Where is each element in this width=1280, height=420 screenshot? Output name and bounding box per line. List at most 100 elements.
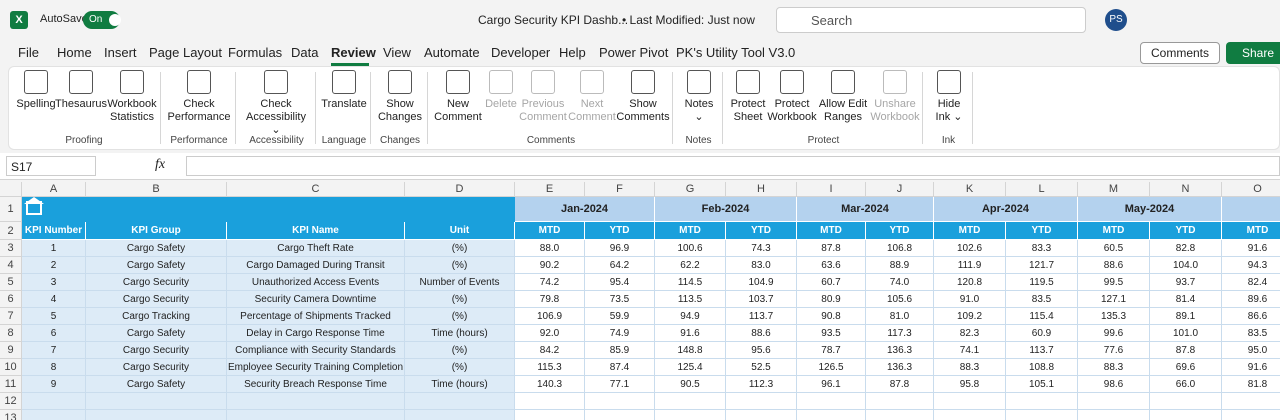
empty-cell bbox=[227, 393, 405, 410]
ribbon-tab[interactable]: Page Layout bbox=[149, 45, 223, 60]
corner-cell bbox=[0, 182, 22, 197]
month-header: Feb-2024 bbox=[655, 197, 797, 222]
ribbon-tab[interactable]: Review bbox=[331, 45, 376, 60]
data-cell: 89.6 bbox=[1222, 291, 1280, 308]
ribbon-tab[interactable]: Data bbox=[291, 45, 319, 60]
comments-button[interactable]: Comments bbox=[1140, 42, 1220, 64]
ribbon-tab[interactable]: Help bbox=[559, 45, 586, 60]
data-cell: 113.5 bbox=[655, 291, 726, 308]
data-cell: 59.9 bbox=[585, 308, 655, 325]
ribbon-tab[interactable]: Insert bbox=[104, 45, 137, 60]
data-cell: 95.6 bbox=[726, 342, 797, 359]
data-cell: 4 bbox=[22, 291, 86, 308]
home-roof bbox=[24, 197, 44, 204]
data-cell: 74.9 bbox=[585, 325, 655, 342]
button-icon bbox=[937, 70, 961, 94]
ribbon-tab[interactable]: File bbox=[18, 45, 39, 60]
empty-cell bbox=[934, 410, 1006, 420]
data-cell: Cargo Theft Rate bbox=[227, 240, 405, 257]
button-label: Protect Workbook bbox=[767, 98, 817, 123]
ribbon-button[interactable]: Hide Ink ⌄ bbox=[932, 70, 966, 124]
ribbon-button[interactable]: Translate bbox=[321, 70, 367, 111]
data-cell: 88.6 bbox=[1078, 257, 1150, 274]
data-cell: (%) bbox=[405, 240, 515, 257]
last-modified[interactable]: • Last Modified: Just now bbox=[622, 13, 755, 27]
ribbon-button[interactable]: Thesaurus bbox=[55, 70, 107, 111]
data-cell: 108.8 bbox=[1006, 359, 1078, 376]
ribbon-group-label: Ink bbox=[941, 135, 956, 146]
row-header: 2 bbox=[0, 222, 22, 240]
empty-cell bbox=[1222, 410, 1280, 420]
sub-header: YTD bbox=[726, 222, 797, 240]
ribbon-tab[interactable]: Automate bbox=[424, 45, 480, 60]
empty-cell bbox=[1006, 393, 1078, 410]
button-icon bbox=[831, 70, 855, 94]
button-icon bbox=[631, 70, 655, 94]
data-cell: 74.0 bbox=[866, 274, 934, 291]
data-cell: 104.9 bbox=[726, 274, 797, 291]
data-cell: 87.8 bbox=[866, 376, 934, 393]
data-cell: 87.8 bbox=[797, 240, 866, 257]
data-cell: Delay in Cargo Response Time bbox=[227, 325, 405, 342]
ribbon-tab[interactable]: Home bbox=[57, 45, 92, 60]
data-cell: (%) bbox=[405, 359, 515, 376]
data-cell: 9 bbox=[22, 376, 86, 393]
sub-header: YTD bbox=[1150, 222, 1222, 240]
ribbon-button[interactable]: Allow Edit Ranges bbox=[816, 70, 870, 124]
data-cell: 119.5 bbox=[1006, 274, 1078, 291]
button-icon bbox=[736, 70, 760, 94]
share-button[interactable]: Share bbox=[1226, 42, 1280, 64]
empty-cell bbox=[22, 410, 86, 420]
data-cell: Compliance with Security Standards bbox=[227, 342, 405, 359]
ribbon-tab[interactable]: Formulas bbox=[228, 45, 283, 60]
empty-cell bbox=[1078, 410, 1150, 420]
ribbon-button[interactable]: Check Performance bbox=[168, 70, 231, 124]
ribbon-button[interactable]: Check Accessibility ⌄ bbox=[242, 70, 310, 137]
data-cell: (%) bbox=[405, 342, 515, 359]
group-separator bbox=[315, 72, 316, 144]
button-label: Spelling bbox=[16, 98, 56, 110]
data-cell: 89.1 bbox=[1150, 308, 1222, 325]
ribbon-tab[interactable]: PK's Utility Tool V3.0 bbox=[676, 45, 796, 60]
formula-input[interactable] bbox=[186, 156, 1280, 176]
ribbon-button[interactable]: Show Changes bbox=[378, 70, 422, 124]
ribbon-button[interactable]: Notes ⌄ bbox=[682, 70, 716, 124]
ribbon-tab[interactable]: Developer bbox=[491, 45, 551, 60]
empty-cell bbox=[86, 410, 227, 420]
data-cell: Percentage of Shipments Tracked bbox=[227, 308, 405, 325]
data-cell: Cargo Damaged During Transit bbox=[227, 257, 405, 274]
data-cell: 88.3 bbox=[1078, 359, 1150, 376]
month-header: Ju bbox=[1222, 197, 1280, 222]
row-header: 7 bbox=[0, 308, 22, 325]
column-header: C bbox=[227, 182, 405, 197]
button-icon bbox=[687, 70, 711, 94]
user-avatar[interactable]: PS bbox=[1105, 9, 1127, 31]
button-label: Workbook Statistics bbox=[107, 98, 157, 123]
sub-header: MTD bbox=[1222, 222, 1280, 240]
search-box[interactable]: Search bbox=[776, 7, 1086, 33]
ribbon-button[interactable]: Show Comments bbox=[616, 70, 670, 124]
ribbon-button[interactable]: Protect Workbook bbox=[766, 70, 818, 124]
button-icon bbox=[446, 70, 470, 94]
ribbon-button[interactable]: New Comment bbox=[434, 70, 482, 124]
ribbon-button[interactable]: Workbook Statistics bbox=[107, 70, 157, 124]
data-cell: 78.7 bbox=[797, 342, 866, 359]
data-cell: 126.5 bbox=[797, 359, 866, 376]
month-header: Jan-2024 bbox=[515, 197, 655, 222]
button-label: Unshare Workbook bbox=[870, 98, 920, 123]
data-cell: 74.1 bbox=[934, 342, 1006, 359]
column-header: G bbox=[655, 182, 726, 197]
data-cell: 81.8 bbox=[1222, 376, 1280, 393]
ribbon-button[interactable]: Protect Sheet bbox=[728, 70, 768, 124]
ribbon-button[interactable]: Spelling bbox=[16, 70, 56, 111]
name-box[interactable]: S17 bbox=[6, 156, 96, 176]
button-icon bbox=[883, 70, 907, 94]
ribbon-tab[interactable]: View bbox=[383, 45, 411, 60]
button-label: Allow Edit Ranges bbox=[818, 98, 868, 123]
button-icon bbox=[780, 70, 804, 94]
data-cell: 105.1 bbox=[1006, 376, 1078, 393]
ribbon-button: Previous Comment bbox=[518, 70, 568, 124]
column-title: Unit bbox=[405, 222, 515, 240]
ribbon-tab[interactable]: Power Pivot bbox=[599, 45, 669, 60]
data-cell: 96.9 bbox=[585, 240, 655, 257]
